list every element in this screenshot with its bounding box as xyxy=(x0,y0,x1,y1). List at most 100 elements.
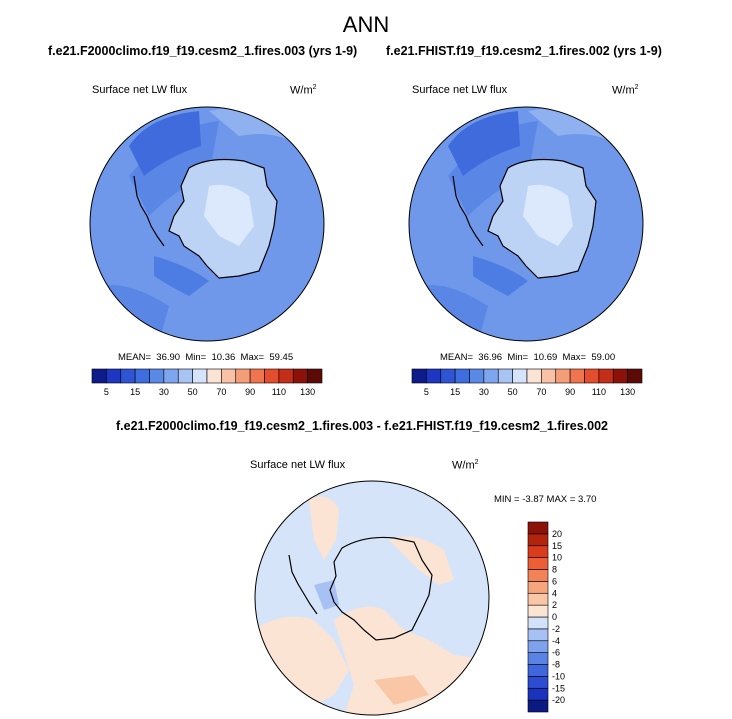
colorbar-tick-label: 5 xyxy=(104,387,109,397)
colorbar-tick-label: 8 xyxy=(552,565,557,575)
colorbar-tick-label: 130 xyxy=(620,387,635,397)
colorbar-swatch xyxy=(555,368,571,384)
panel2-stats: MEAN= 36.96 Min= 10.69 Max= 59.00 xyxy=(440,352,616,363)
diff-stats: MIN = -3.87 MAX = 3.70 xyxy=(494,494,597,505)
colorbar-tick-label: 30 xyxy=(159,387,169,397)
colorbar-tick-label: 4 xyxy=(552,588,557,598)
field-negative-mid xyxy=(314,580,339,610)
colorbar-swatch xyxy=(249,368,265,384)
field-band xyxy=(154,256,209,296)
panel2-units: W/m2 xyxy=(612,84,639,97)
colorbar-swatch xyxy=(527,664,549,677)
colorbar-tick-label: 130 xyxy=(300,387,315,397)
colorbar-swatch xyxy=(541,368,557,384)
field-band xyxy=(448,111,520,176)
colorbar-swatch xyxy=(91,368,107,384)
colorbar-tick-label: 20 xyxy=(552,529,562,539)
colorbar-swatch xyxy=(527,616,549,630)
colorbar-swatch xyxy=(527,699,549,713)
colorbar-tick-label: 15 xyxy=(130,387,140,397)
field-band xyxy=(473,256,528,296)
map-boundary xyxy=(89,106,325,342)
colorbar-swatch xyxy=(163,368,179,384)
colorbar-tick-label: 90 xyxy=(245,387,255,397)
colorbar-swatch xyxy=(527,592,549,606)
colorbar-tick-label: 110 xyxy=(592,387,606,397)
colorbar-swatch xyxy=(235,368,251,384)
colorbar-swatch xyxy=(149,368,165,384)
colorbar-swatch xyxy=(292,368,308,384)
colorbar-tick-label: 70 xyxy=(536,387,546,397)
colorbar-tick-label: -8 xyxy=(552,660,560,670)
colorbar-tick-label: -6 xyxy=(552,648,560,658)
plateau-field xyxy=(204,184,254,246)
colorbar-tick-label: 15 xyxy=(552,541,562,551)
colorbar-swatch xyxy=(307,368,323,384)
colorbar-swatch xyxy=(497,368,513,384)
peninsula-coastline xyxy=(452,175,484,247)
field-positive-small xyxy=(309,496,339,560)
diff-map xyxy=(254,480,490,716)
colorbar-swatch xyxy=(527,545,549,558)
diff-units: W/m2 xyxy=(452,459,479,472)
colorbar-swatch xyxy=(527,581,549,594)
colorbar-tick-label: 2 xyxy=(552,600,557,610)
colorbar-swatch xyxy=(627,368,643,384)
field-band xyxy=(129,111,201,176)
colorbar-swatch xyxy=(527,652,549,665)
coastline xyxy=(168,158,278,279)
colorbar-swatch xyxy=(134,368,150,384)
colorbar-swatch xyxy=(177,368,193,384)
panel1-units: W/m2 xyxy=(290,84,317,97)
colorbar-swatch xyxy=(598,368,614,384)
colorbar-swatch xyxy=(526,368,542,384)
colorbar-tick-label: 110 xyxy=(272,387,286,397)
coastline xyxy=(329,536,433,641)
colorbar-swatch xyxy=(454,368,470,384)
colorbar-tick-label: 10 xyxy=(552,553,562,563)
colorbar-swatch xyxy=(411,368,427,384)
panel1-variable: Surface net LW flux xyxy=(92,84,188,96)
colorbar-swatch xyxy=(527,569,549,582)
colorbar-tick-label: -15 xyxy=(552,683,565,693)
field-positive-small xyxy=(389,536,454,585)
coastline xyxy=(487,158,597,279)
colorbar-swatch xyxy=(221,368,237,384)
colorbar-swatch xyxy=(527,557,549,570)
colorbar-swatch xyxy=(483,368,499,384)
colorbar-tick-label: 0 xyxy=(552,612,557,622)
panel2-case-title: f.e21.FHIST.f19_f19.cesm2_1.fires.002 (y… xyxy=(386,44,662,58)
plateau-field xyxy=(523,184,573,246)
colorbar-swatch xyxy=(569,368,585,384)
colorbar-swatch xyxy=(612,368,628,384)
colorbar-swatch xyxy=(527,533,549,547)
colorbar-swatch xyxy=(584,368,600,384)
colorbar-swatch xyxy=(120,368,136,384)
diff-case-title: f.e21.F2000climo.f19_f19.cesm2_1.fires.0… xyxy=(116,419,608,433)
colorbar-swatch xyxy=(527,640,549,653)
colorbar-swatch xyxy=(527,676,549,689)
colorbar-tick-label: 30 xyxy=(479,387,489,397)
colorbar-swatch xyxy=(527,604,549,618)
colorbar-tick-label: 50 xyxy=(188,387,198,397)
colorbar-tick-label: 70 xyxy=(216,387,226,397)
map-boundary xyxy=(408,106,644,342)
colorbar-tick-label: 15 xyxy=(450,387,460,397)
colorbar-tick-label: -2 xyxy=(552,624,560,634)
colorbar-swatch xyxy=(192,368,208,384)
panel1-case-title: f.e21.F2000climo.f19_f19.cesm2_1.fires.0… xyxy=(48,44,358,58)
colorbar-swatch xyxy=(264,368,280,384)
panel1-map xyxy=(89,106,325,342)
panel1-colorbar: 5 15 30 50 70 90 110 130 xyxy=(91,368,323,397)
map-boundary xyxy=(254,480,490,716)
colorbar-swatch xyxy=(426,368,442,384)
colorbar-swatch xyxy=(469,368,485,384)
peninsula-coastline xyxy=(133,175,165,247)
colorbar-swatch xyxy=(527,521,549,535)
colorbar-swatch xyxy=(206,368,222,384)
peninsula-coastline xyxy=(288,554,318,615)
colorbar-swatch xyxy=(512,368,528,384)
colorbar-swatch xyxy=(440,368,456,384)
colorbar-tick-label: 90 xyxy=(565,387,575,397)
colorbar-swatch xyxy=(527,687,549,701)
